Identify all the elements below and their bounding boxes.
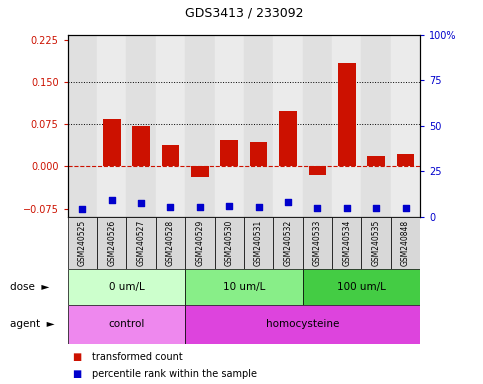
Bar xyxy=(68,217,97,269)
Text: GSM240529: GSM240529 xyxy=(195,220,204,266)
Text: percentile rank within the sample: percentile rank within the sample xyxy=(92,369,257,379)
Text: GSM240534: GSM240534 xyxy=(342,220,351,266)
Text: GSM240527: GSM240527 xyxy=(137,220,145,266)
Bar xyxy=(185,269,303,305)
Point xyxy=(372,205,380,211)
Bar xyxy=(132,126,150,166)
Point xyxy=(167,204,174,210)
Point xyxy=(284,199,292,205)
Text: control: control xyxy=(108,319,144,329)
Bar xyxy=(361,217,391,269)
Point xyxy=(226,203,233,209)
Bar xyxy=(273,35,303,217)
Bar xyxy=(156,217,185,269)
Point xyxy=(196,204,204,210)
Text: GSM240531: GSM240531 xyxy=(254,220,263,266)
Bar xyxy=(127,217,156,269)
Point xyxy=(402,205,410,211)
Bar xyxy=(156,35,185,217)
Bar xyxy=(68,35,97,217)
Bar xyxy=(214,217,244,269)
Text: GSM240535: GSM240535 xyxy=(371,220,381,266)
Bar xyxy=(127,35,156,217)
Text: agent  ►: agent ► xyxy=(10,319,54,329)
Text: GSM240525: GSM240525 xyxy=(78,220,87,266)
Bar xyxy=(185,217,214,269)
Bar xyxy=(367,156,385,166)
Point xyxy=(108,197,115,203)
Bar xyxy=(279,111,297,166)
Bar xyxy=(68,305,185,344)
Text: dose  ►: dose ► xyxy=(10,282,49,292)
Bar xyxy=(185,305,420,344)
Text: GSM240526: GSM240526 xyxy=(107,220,116,266)
Bar xyxy=(244,217,273,269)
Bar xyxy=(185,35,214,217)
Text: GSM240532: GSM240532 xyxy=(284,220,293,266)
Bar xyxy=(250,142,268,166)
Bar xyxy=(332,217,361,269)
Text: GSM240528: GSM240528 xyxy=(166,220,175,266)
Bar xyxy=(68,269,185,305)
Point xyxy=(137,200,145,206)
Bar xyxy=(97,217,127,269)
Text: transformed count: transformed count xyxy=(92,352,183,362)
Bar xyxy=(162,145,179,166)
Text: GSM240848: GSM240848 xyxy=(401,220,410,266)
Text: ■: ■ xyxy=(72,352,82,362)
Text: 100 um/L: 100 um/L xyxy=(337,282,386,292)
Bar xyxy=(361,35,391,217)
Bar xyxy=(303,217,332,269)
Bar xyxy=(391,217,420,269)
Bar xyxy=(391,35,420,217)
Bar xyxy=(309,166,326,175)
Point xyxy=(78,205,86,212)
Text: ■: ■ xyxy=(72,369,82,379)
Bar xyxy=(332,35,361,217)
Text: GSM240533: GSM240533 xyxy=(313,220,322,266)
Bar xyxy=(303,35,332,217)
Text: homocysteine: homocysteine xyxy=(266,319,340,329)
Bar xyxy=(103,119,120,166)
Bar xyxy=(303,269,420,305)
Text: GSM240530: GSM240530 xyxy=(225,220,234,266)
Text: 10 um/L: 10 um/L xyxy=(223,282,265,292)
Bar xyxy=(97,35,127,217)
Bar xyxy=(338,63,355,166)
Bar xyxy=(244,35,273,217)
Point xyxy=(343,205,351,211)
Text: GDS3413 / 233092: GDS3413 / 233092 xyxy=(185,6,303,19)
Bar xyxy=(214,35,244,217)
Bar xyxy=(397,154,414,166)
Text: 0 um/L: 0 um/L xyxy=(109,282,144,292)
Bar xyxy=(220,139,238,166)
Point xyxy=(313,205,321,211)
Point xyxy=(255,204,262,210)
Bar xyxy=(273,217,303,269)
Bar xyxy=(191,166,209,177)
